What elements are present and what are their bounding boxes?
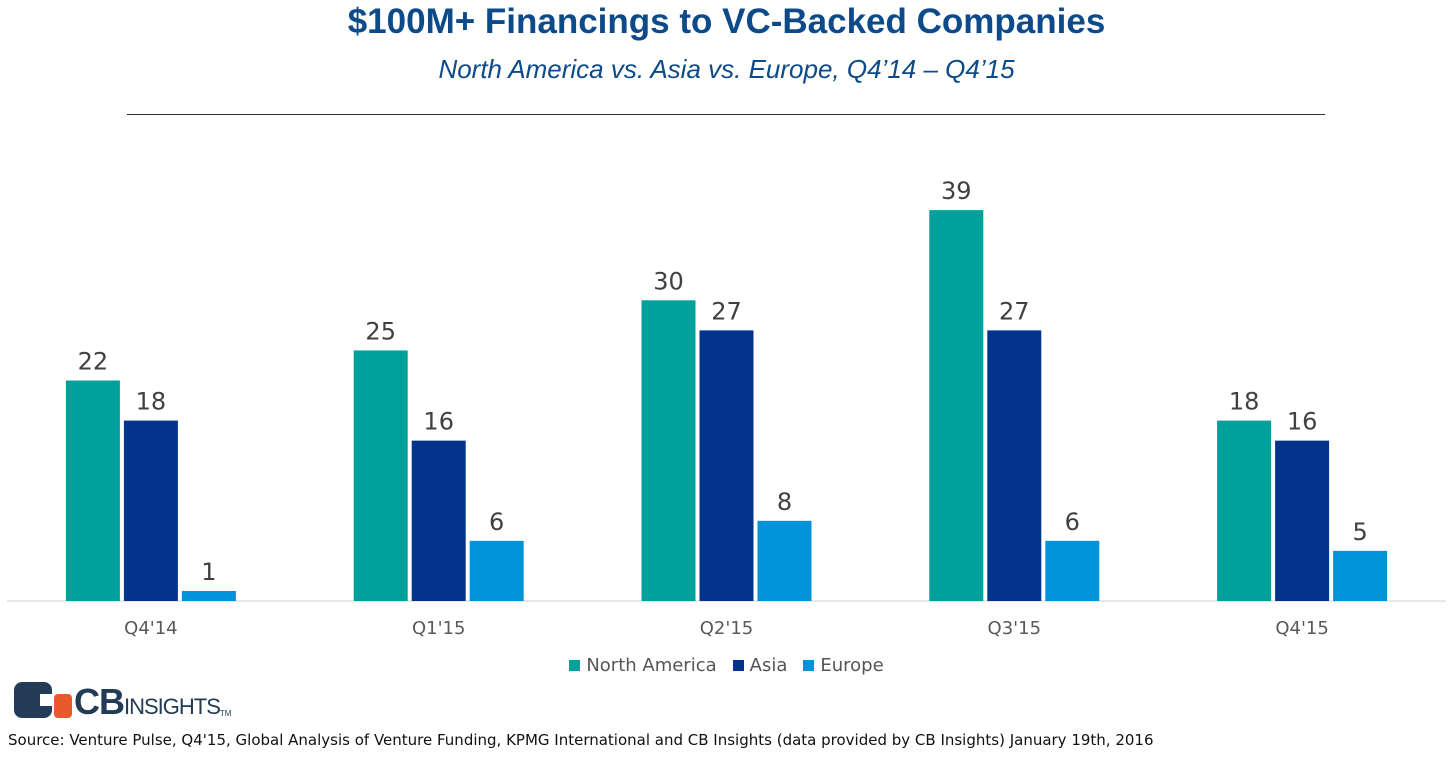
x-tick-label-3: Q3'15: [988, 618, 1041, 639]
x-tick-label-1: Q1'15: [412, 618, 465, 639]
cb-insights-logo: CB INSIGHTS TM: [14, 680, 231, 720]
cb-logo-icon: [14, 682, 72, 718]
data-label-asia-2: 27: [711, 297, 742, 325]
chart-title: $100M+ Financings to VC-Backed Companies: [347, 2, 1106, 41]
title-divider: [127, 114, 1325, 115]
data-label-north-america-4: 18: [1229, 388, 1260, 416]
logo-text-insights: INSIGHTS: [124, 694, 221, 719]
legend-swatch-north-america: [569, 660, 581, 671]
data-label-europe-2: 8: [777, 488, 792, 516]
data-label-north-america-2: 30: [653, 267, 684, 295]
data-label-asia-0: 18: [136, 388, 167, 416]
data-label-asia-3: 27: [999, 297, 1030, 325]
bar-asia-2: [699, 330, 754, 601]
logo-text-tm: TM: [219, 709, 232, 718]
bar-asia-1: [411, 440, 466, 601]
bar-europe-1: [469, 540, 524, 601]
bar-asia-4: [1275, 440, 1330, 601]
legend-item-asia: Asia: [732, 655, 788, 676]
bar-north-america-4: [1217, 420, 1272, 601]
source-note: Source: Venture Pulse, Q4'15, Global Ana…: [8, 731, 1154, 749]
bar-asia-0: [123, 420, 178, 601]
bar-north-america-1: [353, 350, 408, 601]
legend-label-north-america: North America: [586, 655, 717, 676]
data-label-north-america-1: 25: [365, 317, 396, 345]
x-tick-label-0: Q4'14: [124, 618, 177, 639]
x-tick-label-2: Q2'15: [700, 618, 753, 639]
data-label-europe-1: 6: [489, 508, 504, 536]
legend-swatch-europe: [803, 660, 815, 671]
bar-north-america-2: [641, 300, 696, 601]
legend-item-europe: Europe: [803, 655, 884, 676]
bar-chart: 22 18 1 Q4'14 25 16 6 Q1'15 30 27 8 Q2'15 39 27 6 Q3'15…: [7, 177, 1446, 639]
data-label-asia-4: 16: [1287, 408, 1318, 436]
data-label-europe-3: 6: [1065, 508, 1080, 536]
data-label-europe-0: 1: [201, 558, 216, 586]
logo-text-cb: CB: [74, 681, 125, 722]
data-label-north-america-0: 22: [78, 348, 109, 376]
legend-label-asia: Asia: [749, 655, 788, 676]
bar-europe-2: [757, 520, 812, 601]
data-label-europe-4: 5: [1352, 518, 1367, 546]
legend: North America Asia Europe: [0, 655, 1453, 676]
bar-europe-3: [1045, 540, 1100, 601]
x-tick-label-4: Q4'15: [1275, 618, 1328, 639]
legend-swatch-asia: [732, 660, 744, 671]
data-label-asia-1: 16: [423, 408, 454, 436]
bar-asia-3: [987, 330, 1042, 601]
legend-item-north-america: North America: [569, 655, 717, 676]
bar-north-america-3: [929, 210, 984, 601]
bar-europe-0: [181, 590, 236, 601]
legend-label-europe: Europe: [820, 655, 884, 676]
data-label-north-america-3: 39: [941, 177, 972, 205]
chart-subtitle: North America vs. Asia vs. Europe, Q4’14…: [438, 54, 1015, 84]
bar-europe-4: [1333, 550, 1388, 601]
bar-north-america-0: [65, 380, 120, 601]
